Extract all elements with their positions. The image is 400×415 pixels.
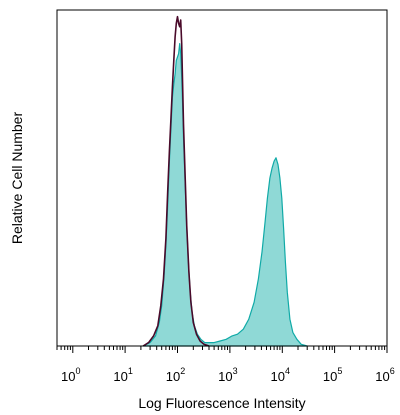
x-axis-tick-labels: 100 101 102 103 104 105 106 (61, 366, 395, 384)
plot-frame (56, 9, 388, 347)
plot-area (142, 15, 308, 347)
series-1-overlay-line (142, 15, 210, 347)
x-axis-label: Log Fluorescence Intensity (138, 395, 305, 411)
y-axis-label: Relative Cell Number (9, 112, 25, 245)
x-tick-label: 105 (323, 366, 342, 384)
x-axis-ticks (56, 346, 388, 353)
x-tick-label: 101 (113, 366, 132, 384)
x-tick-label: 102 (166, 366, 185, 384)
x-tick-label: 103 (218, 366, 237, 384)
x-tick-label: 100 (61, 366, 80, 384)
x-tick-label: 104 (271, 366, 290, 384)
x-tick-label: 106 (375, 366, 394, 384)
